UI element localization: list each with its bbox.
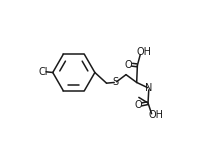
Text: OH: OH (136, 47, 151, 57)
Text: N: N (145, 83, 153, 93)
Text: Cl: Cl (38, 67, 48, 77)
Text: S: S (112, 77, 118, 87)
Text: O: O (125, 60, 132, 70)
Text: O: O (134, 99, 142, 109)
Text: OH: OH (148, 110, 163, 120)
